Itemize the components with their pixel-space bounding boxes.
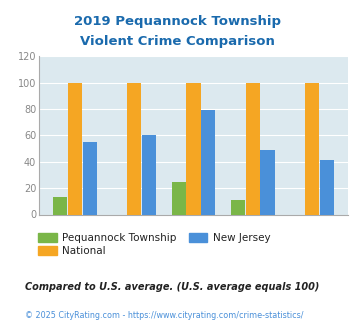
Bar [68, 82, 82, 214]
Bar [320, 160, 334, 214]
Text: © 2025 CityRating.com - https://www.cityrating.com/crime-statistics/: © 2025 CityRating.com - https://www.city… [25, 311, 304, 320]
Text: Compared to U.S. average. (U.S. average equals 100): Compared to U.S. average. (U.S. average … [25, 282, 319, 292]
Bar [142, 135, 156, 214]
Bar [261, 150, 275, 214]
Bar [171, 182, 186, 215]
Bar [53, 197, 67, 215]
Bar [231, 200, 245, 214]
Bar [127, 82, 141, 214]
Bar [201, 110, 215, 214]
Text: 2019 Pequannock Township: 2019 Pequannock Township [74, 15, 281, 28]
Bar [246, 82, 260, 214]
Bar [83, 142, 97, 214]
Bar [186, 82, 201, 214]
Text: Violent Crime Comparison: Violent Crime Comparison [80, 35, 275, 48]
Bar [305, 82, 319, 214]
Legend: Pequannock Township, National, New Jersey: Pequannock Township, National, New Jerse… [34, 229, 274, 260]
